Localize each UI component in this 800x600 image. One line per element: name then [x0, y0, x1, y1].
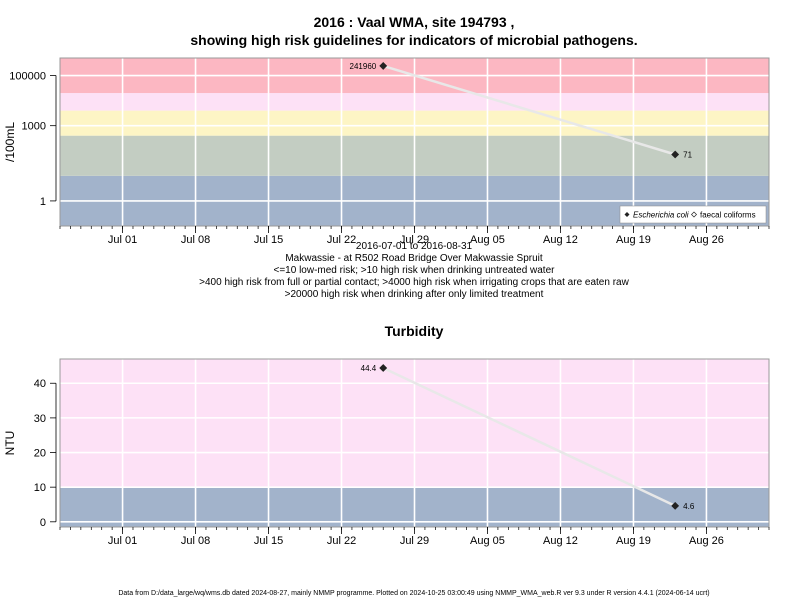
y-tick-label: 30	[34, 413, 46, 425]
x-tick-label: Aug 19	[616, 535, 651, 547]
data-point	[379, 364, 388, 372]
y-tick-label: 20	[34, 448, 46, 460]
data-label: 71	[683, 150, 692, 159]
x-tick-label: Jul 29	[400, 535, 429, 547]
x-tick-label: Jul 01	[108, 234, 137, 246]
x-tick-label: Aug 12	[543, 535, 578, 547]
turbidity-title: Turbidity	[385, 323, 444, 339]
data-label: 44.4	[361, 364, 377, 373]
x-tick-label: Jul 29	[400, 234, 429, 246]
y-tick-label: 40	[34, 378, 46, 390]
x-tick-label: Jul 15	[254, 234, 283, 246]
site-name-note: Makwassie - at R502 Road Bridge Over Mak…	[285, 253, 543, 264]
risk-note-contact: >400 high risk from full or partial cont…	[199, 277, 629, 288]
y-tick-label: 1	[40, 196, 46, 208]
data-point	[379, 61, 388, 70]
data-point	[671, 150, 680, 159]
x-tick-label: Aug 05	[470, 234, 505, 246]
x-tick-label: Jul 01	[108, 535, 137, 547]
y-tick-label: 100000	[9, 71, 46, 83]
x-tick-label: Aug 12	[543, 234, 578, 246]
y-tick-label: 0	[40, 517, 46, 529]
legend-label: faecal coliforms	[700, 211, 756, 220]
x-tick-label: Aug 19	[616, 234, 651, 246]
chart-title-line2: showing high risk guidelines for indicat…	[190, 32, 637, 48]
x-tick-label: Jul 15	[254, 535, 283, 547]
x-tick-label: Aug 26	[689, 535, 724, 547]
series-line	[382, 366, 676, 508]
y-axis-label: NTU	[3, 431, 17, 456]
date-range-note: 2016-07-01 to 2016-08-31	[356, 241, 473, 252]
legend-label: Escherichia coli	[633, 211, 689, 220]
x-tick-label: Jul 22	[327, 234, 356, 246]
x-tick-label: Aug 05	[470, 535, 505, 547]
data-label: 4.6	[683, 502, 695, 511]
risk-note-drinking: <=10 low-med risk; >10 high risk when dr…	[274, 265, 556, 276]
risk-note-treatment: >20000 high risk when drinking after onl…	[285, 289, 544, 300]
turbidity-plot: Jul 01 Jul 08 Jul 15 Jul 22 Jul 29 Aug 05 Aug …	[3, 358, 770, 547]
x-tick-label: Jul 08	[181, 234, 210, 246]
x-tick-label: Aug 26	[689, 234, 724, 246]
x-tick-label: Jul 22	[327, 535, 356, 547]
y-tick-label: 1000	[22, 121, 46, 133]
series-line	[382, 64, 676, 156]
data-label: 241960	[350, 62, 377, 71]
y-tick-label: 10	[34, 482, 46, 494]
legend-marker-filled	[624, 212, 630, 217]
data-point	[671, 501, 680, 510]
footer-note: Data from D:/data_large/wq/wms.db dated …	[118, 590, 709, 597]
legend-marker-open	[691, 211, 697, 218]
y-axis-label: /100mL	[3, 122, 17, 162]
chart-title-line1: 2016 : Vaal WMA, site 194793 ,	[314, 14, 515, 30]
x-tick-label: Jul 08	[181, 535, 210, 547]
microbial-plot: Jul 01 Jul 08 Jul 15 Jul 22 Jul 29 Aug 05 Aug …	[3, 57, 770, 246]
